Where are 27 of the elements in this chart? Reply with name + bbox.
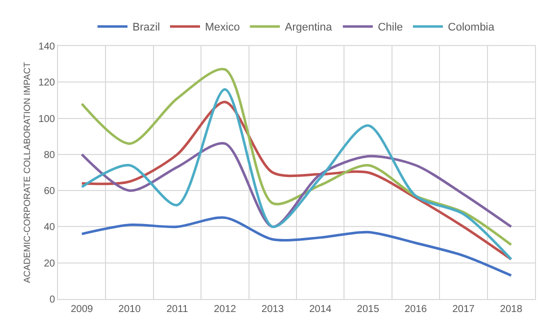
x-tick-label: 2016 xyxy=(404,304,428,315)
y-tick-label: 20 xyxy=(44,258,56,270)
legend-label: Chile xyxy=(378,22,403,34)
legend-label: Brazil xyxy=(132,22,160,34)
x-tick-label: 2011 xyxy=(166,304,188,315)
y-tick-label: 100 xyxy=(38,114,56,125)
x-tick-label: 2014 xyxy=(309,304,332,315)
x-tick-label: 2018 xyxy=(500,304,523,315)
line-series xyxy=(80,216,512,277)
y-axis-title: ACADEMIC-CORPORATE COLLABORATION IMPACT xyxy=(22,61,32,284)
x-tick-label: 2009 xyxy=(70,304,94,315)
y-tick-label: 60 xyxy=(44,186,56,198)
y-tick-label: 80 xyxy=(44,150,56,161)
x-tick-label: 2010 xyxy=(118,304,142,315)
y-tick-label: 0 xyxy=(49,294,56,306)
line-series xyxy=(80,68,512,246)
y-tick-label: 120 xyxy=(38,78,56,89)
x-tick-label: 2012 xyxy=(214,304,237,315)
x-tick-label: 2013 xyxy=(262,304,284,315)
line-series xyxy=(80,142,512,228)
y-tick-label: 140 xyxy=(38,42,56,52)
legend-label: Argentina xyxy=(284,22,333,34)
legend-label: Colombia xyxy=(448,22,496,34)
x-tick-label: 2015 xyxy=(356,304,380,315)
y-tick-label: 40 xyxy=(44,222,56,234)
x-tick-label: 2017 xyxy=(452,304,476,315)
legend-label: Mexico xyxy=(205,22,240,34)
